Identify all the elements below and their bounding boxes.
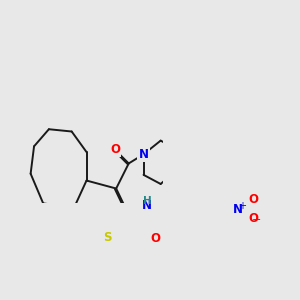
Text: +: +	[238, 201, 246, 211]
Text: N: N	[142, 199, 152, 212]
Text: O: O	[150, 232, 160, 245]
Text: H: H	[143, 196, 152, 206]
Text: S: S	[103, 231, 111, 244]
Text: O: O	[248, 212, 258, 225]
Text: O: O	[248, 194, 258, 206]
Text: −: −	[252, 215, 262, 225]
Text: N: N	[233, 202, 243, 216]
Text: N: N	[139, 148, 148, 161]
Text: O: O	[110, 143, 120, 156]
